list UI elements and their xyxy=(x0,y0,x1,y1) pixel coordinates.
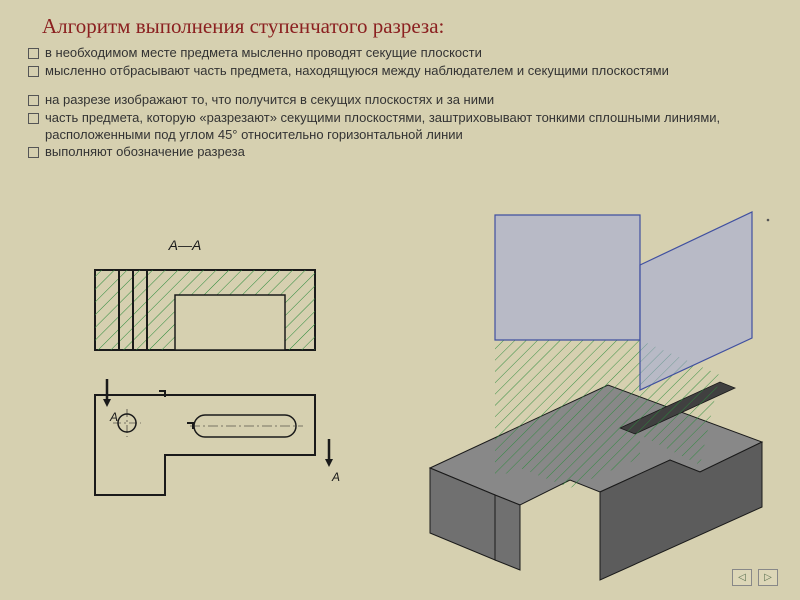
bullet-item: мысленно отбрасывают часть предмета, нах… xyxy=(28,63,772,80)
bullet-text: мысленно отбрасывают часть предмета, нах… xyxy=(45,63,669,80)
bullet-group-1: в необходимом месте предмета мысленно пр… xyxy=(0,45,800,80)
nav-controls: ◁ ▷ xyxy=(732,569,778,586)
bullet-item: на разрезе изображают то, что получится … xyxy=(28,92,772,109)
bullet-group-2: на разрезе изображают то, что получится … xyxy=(0,92,800,162)
next-button[interactable]: ▷ xyxy=(758,569,778,586)
page-title: Алгоритм выполнения ступенчатого разреза… xyxy=(0,0,800,45)
prev-button[interactable]: ◁ xyxy=(732,569,752,586)
bullet-text: выполняют обозначение разреза xyxy=(45,144,245,161)
bullet-item: в необходимом месте предмета мысленно пр… xyxy=(28,45,772,62)
bullet-icon xyxy=(28,147,39,158)
bullet-text: на разрезе изображают то, что получится … xyxy=(45,92,494,109)
bullet-text: часть предмета, которую «разрезают» секу… xyxy=(45,110,772,144)
svg-text:А—А: А—А xyxy=(168,237,202,253)
bullet-icon xyxy=(28,66,39,77)
technical-drawing: А—А А А xyxy=(0,210,800,600)
svg-text:А: А xyxy=(331,470,340,484)
bullet-item: выполняют обозначение разреза xyxy=(28,144,772,161)
bullet-icon xyxy=(28,48,39,59)
svg-text:А: А xyxy=(109,410,118,424)
bullet-icon xyxy=(28,95,39,106)
diagram-area: А—А А А xyxy=(0,210,800,600)
bullet-text: в необходимом месте предмета мысленно пр… xyxy=(45,45,482,62)
bullet-item: часть предмета, которую «разрезают» секу… xyxy=(28,110,772,144)
bullet-icon xyxy=(28,113,39,124)
